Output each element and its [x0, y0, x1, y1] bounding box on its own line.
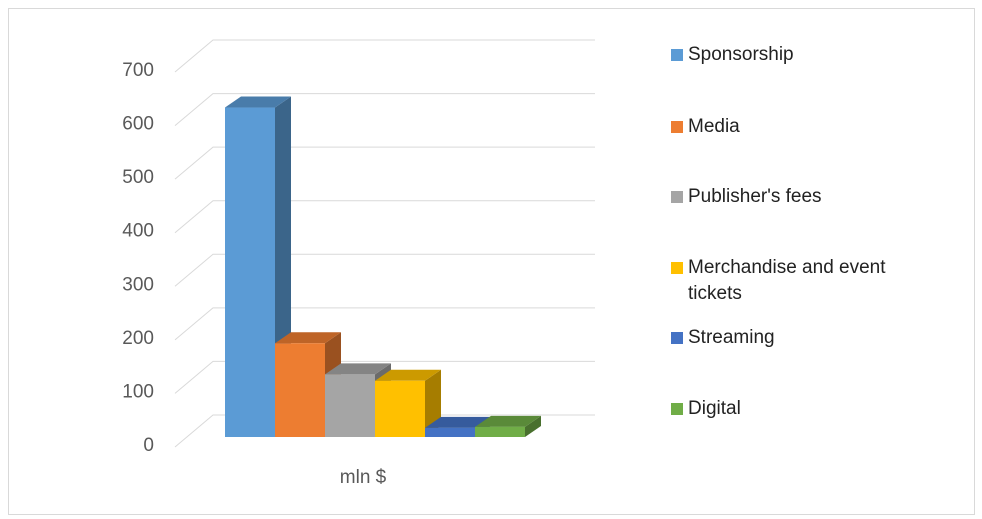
legend-swatch — [671, 332, 683, 344]
grid-line — [174, 307, 595, 341]
legend-item: Publisher's fees — [671, 184, 941, 210]
y-tick-label: 0 — [143, 435, 154, 456]
legend-label: Streaming — [688, 327, 775, 348]
bar — [375, 380, 425, 437]
bar-top — [375, 369, 441, 381]
bar — [325, 374, 375, 437]
y-tick-label: 100 — [122, 381, 154, 402]
y-tick-label: 600 — [122, 114, 154, 135]
bar — [475, 426, 525, 437]
legend-label: Merchandise and event tickets — [688, 257, 886, 304]
legend-label: Media — [688, 116, 740, 137]
grid-line — [174, 253, 595, 287]
y-tick-label: 300 — [122, 274, 154, 295]
legend-label: Digital — [688, 398, 741, 419]
bar-top — [425, 416, 491, 428]
legend-label: Sponsorship — [688, 44, 794, 65]
legend-swatch — [671, 49, 683, 61]
legend-swatch — [671, 262, 683, 274]
legend-item: Merchandise and event tickets — [671, 255, 941, 307]
bar-top — [275, 332, 341, 344]
bar — [225, 107, 275, 438]
bar-side — [525, 415, 541, 437]
bar-top — [325, 363, 391, 375]
grid-line — [174, 39, 595, 73]
grid-line — [174, 360, 595, 394]
y-tick-label: 200 — [122, 328, 154, 349]
legend-item: Streaming — [671, 325, 941, 351]
legend-swatch — [671, 191, 683, 203]
bar — [275, 343, 325, 437]
grid-line — [174, 146, 595, 180]
bar-top — [225, 96, 291, 108]
y-tick-label: 500 — [122, 167, 154, 188]
legend-item: Digital — [671, 396, 941, 422]
legend-label: Publisher's fees — [688, 186, 822, 207]
y-tick-label: 400 — [122, 221, 154, 242]
y-tick-label: 700 — [122, 60, 154, 81]
bar — [425, 427, 475, 437]
grid-line — [174, 414, 595, 448]
legend-swatch — [671, 121, 683, 133]
legend-item: Sponsorship — [671, 42, 941, 68]
bar-top — [475, 415, 541, 427]
legend-swatch — [671, 403, 683, 415]
x-category-label: mln $ — [340, 467, 387, 488]
grid-line — [174, 200, 595, 234]
grid-line — [174, 93, 595, 126]
legend-item: Media — [671, 114, 941, 140]
